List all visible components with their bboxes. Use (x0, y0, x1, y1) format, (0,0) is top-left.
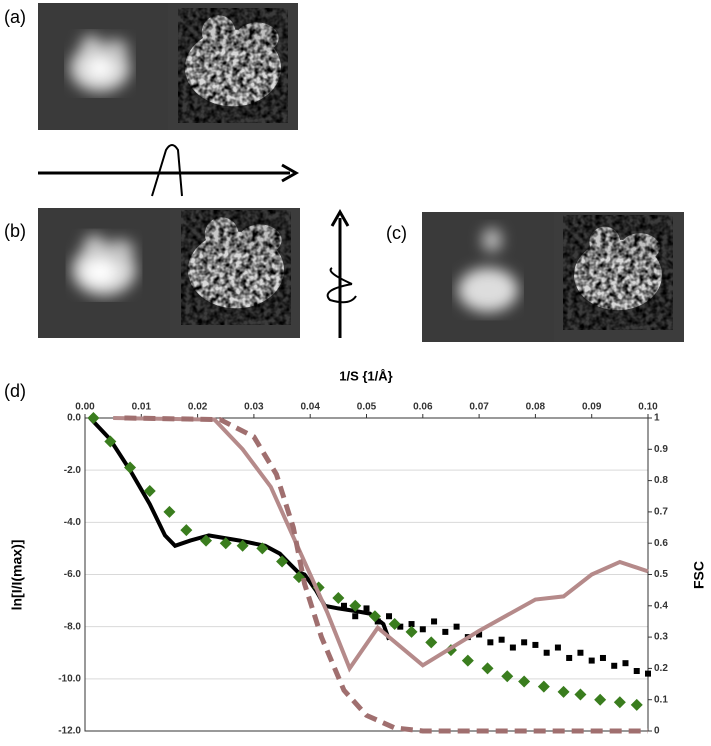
diamond-marker (276, 555, 289, 568)
diamond-marker (574, 688, 587, 701)
diamond-marker (537, 680, 550, 693)
diamond-marker (180, 524, 193, 537)
square-marker (352, 613, 359, 620)
y-axis-title: ln[I/I(max)] (9, 540, 25, 611)
square-marker (487, 639, 494, 646)
y2-tick-label: 0.6 (654, 538, 668, 549)
diamond-marker (388, 618, 401, 631)
square-marker (453, 623, 460, 630)
diamond-marker (461, 654, 474, 667)
y-tick-label: 0.0 (67, 413, 81, 424)
diamond-marker (256, 542, 269, 555)
square-marker (566, 654, 573, 661)
x-tick-label: 0.10 (638, 402, 658, 413)
square-marker (386, 613, 393, 620)
diamond-marker (332, 591, 345, 604)
x-tick-label: 0.07 (469, 402, 489, 413)
diamond-marker (143, 485, 156, 498)
diamond-marker (200, 534, 213, 547)
diamond-marker (368, 610, 381, 623)
x-tick-label: 0.01 (132, 402, 152, 413)
diamond-marker (236, 539, 249, 552)
diamond-marker (124, 461, 137, 474)
diamond-marker (163, 505, 176, 518)
diamond-marker (87, 412, 100, 424)
y2-tick-label: 0.8 (654, 475, 668, 486)
square-marker (588, 657, 595, 664)
diamond-marker (481, 662, 494, 675)
y2-tick-label: 0 (654, 726, 660, 737)
y-tick-label: -2.0 (64, 465, 82, 476)
diamond-marker (425, 636, 438, 649)
diamond-marker (104, 435, 117, 448)
x-tick-label: 0.03 (244, 402, 264, 413)
x-tick-label: 0.08 (526, 402, 546, 413)
square-marker (633, 668, 640, 675)
y-tick-label: -10.0 (58, 673, 81, 684)
panel-label: (a) (4, 7, 26, 27)
square-marker (476, 631, 483, 638)
diamond-marker (594, 693, 607, 706)
square-marker (397, 623, 404, 630)
y2-tick-label: 0.2 (654, 663, 668, 674)
diamond-marker (630, 698, 643, 711)
x-tick-label: 0.00 (75, 402, 95, 413)
series-line (88, 416, 391, 641)
y2-tick-label: 0.4 (654, 600, 668, 611)
square-marker (374, 618, 381, 625)
square-marker (498, 636, 505, 643)
y-tick-label: -8.0 (64, 621, 82, 632)
y2-tick-label: 0.7 (654, 507, 668, 518)
square-marker (442, 628, 449, 635)
diamond-marker (501, 670, 514, 683)
square-marker (611, 662, 618, 669)
y-tick-label: -6.0 (64, 569, 82, 580)
square-marker (431, 618, 438, 625)
y2-tick-label: 1 (654, 413, 660, 424)
square-marker (599, 654, 606, 661)
diamond-marker (557, 685, 570, 698)
y2-tick-label: 0.1 (654, 694, 668, 705)
panel-label: (c) (386, 223, 407, 243)
diamond-marker (613, 696, 626, 709)
x-tick-label: 0.05 (357, 402, 377, 413)
series-line (113, 416, 649, 673)
panel-label: (b) (4, 221, 26, 241)
micrograph-panels (38, 3, 684, 342)
square-marker (509, 644, 516, 651)
square-marker (645, 670, 651, 677)
x-tick-label: 0.02 (188, 402, 208, 413)
plot: 0.0 -2.0 -4.0 -6.0 -8.0 -10.0 -12.0 0 0.1 0.2 0.3 0… (58, 402, 668, 737)
y2-tick-label: 0.9 (654, 444, 668, 455)
square-marker (363, 605, 370, 612)
square-marker (419, 626, 426, 633)
square-marker (408, 621, 415, 628)
y2-tick-label: 0.3 (654, 632, 668, 643)
square-marker (577, 649, 584, 656)
plot-frame (84, 417, 649, 732)
x-axis-title: 1/S {1/Å} (339, 368, 392, 383)
square-marker (340, 602, 347, 609)
y2-tick-label: 0.5 (654, 569, 668, 580)
y-tick-label: -12.0 (58, 726, 81, 737)
square-marker (554, 644, 561, 651)
square-marker (521, 639, 528, 646)
rotation-arrows (38, 144, 357, 338)
square-marker (543, 649, 550, 656)
panel-label: (d) (4, 381, 26, 401)
y-tick-label: -4.0 (64, 517, 82, 528)
diamond-marker (349, 599, 362, 612)
diamond-marker (219, 537, 232, 550)
x-tick-label: 0.04 (300, 402, 320, 413)
square-marker (532, 641, 539, 648)
diamond-marker (405, 625, 418, 638)
x-tick-label: 0.09 (582, 402, 602, 413)
square-marker (622, 660, 629, 667)
x-tick-label: 0.06 (413, 402, 433, 413)
y2-axis-title: FSC (691, 561, 707, 589)
diamond-marker (518, 675, 531, 688)
